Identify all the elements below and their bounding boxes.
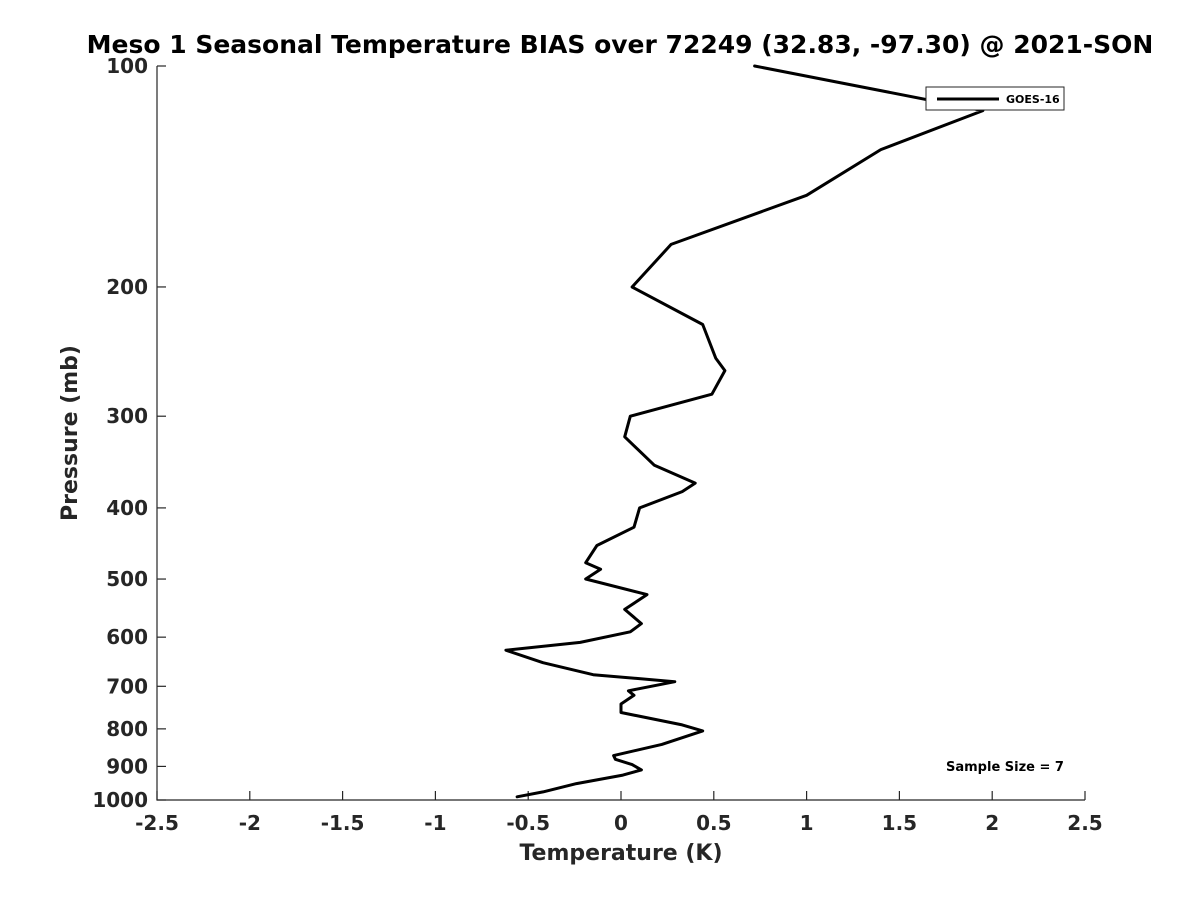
x-tick-label: -2.5 (135, 811, 179, 835)
y-tick-label: 800 (106, 717, 148, 741)
x-tick-label: 1.5 (882, 811, 917, 835)
y-tick-label: 100 (106, 54, 148, 78)
legend: GOES-16 (925, 86, 1065, 111)
y-tick-label: 500 (106, 567, 148, 591)
y-axis-label: Pressure (mb) (58, 345, 83, 521)
y-tick-label: 300 (106, 404, 148, 428)
x-axis: -2.5 -2 -1.5 -1 -0.5 0 0.5 1 1.5 2 2.5 (135, 791, 1103, 835)
plot-area: -2.5 -2 -1.5 -1 -0.5 0 0.5 1 1.5 2 2.5 100 200 300 40… (92, 54, 1102, 835)
x-tick-label: 1 (800, 811, 814, 835)
y-tick-label: 200 (106, 275, 148, 299)
sample-size-annotation: Sample Size = 7 (946, 760, 1064, 775)
x-tick-label: 2 (985, 811, 999, 835)
y-tick-label: 700 (106, 674, 148, 698)
x-tick-label: -1 (424, 811, 446, 835)
x-tick-label: 0.5 (696, 811, 731, 835)
x-tick-label: 0 (614, 811, 628, 835)
y-tick-label: 1000 (92, 788, 148, 812)
x-axis-label: Temperature (K) (519, 841, 722, 866)
x-tick-label: -1.5 (321, 811, 365, 835)
series-line-goes-16 (504, 64, 985, 799)
y-tick-label: 600 (106, 625, 148, 649)
legend-label: GOES-16 (1006, 93, 1060, 106)
y-axis: 100 200 300 400 500 600 700 800 900 1000 (92, 54, 166, 812)
x-tick-label: -0.5 (506, 811, 550, 835)
chart-title: Meso 1 Seasonal Temperature BIAS over 72… (87, 30, 1154, 59)
x-tick-label: -2 (239, 811, 261, 835)
x-tick-label: 2.5 (1067, 811, 1102, 835)
y-tick-label: 400 (106, 496, 148, 520)
y-tick-label: 900 (106, 754, 148, 778)
